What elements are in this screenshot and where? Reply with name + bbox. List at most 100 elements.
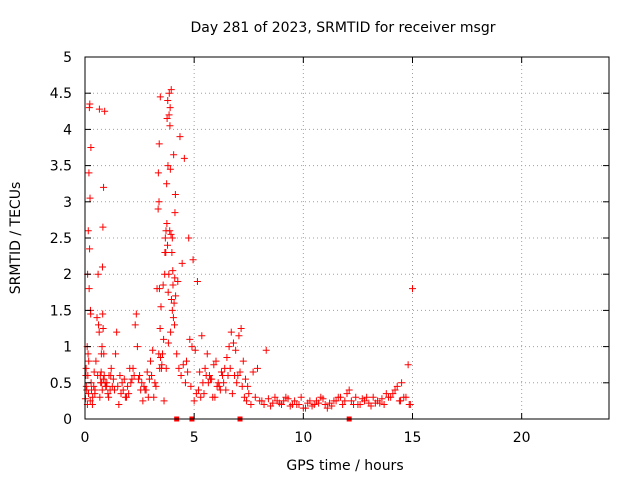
data-point bbox=[391, 386, 399, 394]
data-point bbox=[145, 375, 153, 383]
data-point bbox=[378, 395, 386, 403]
data-point bbox=[239, 357, 247, 365]
data-point bbox=[84, 390, 92, 398]
data-point bbox=[95, 321, 103, 329]
data-point bbox=[323, 404, 331, 412]
data-point bbox=[190, 397, 198, 405]
data-point bbox=[315, 399, 323, 407]
data-point bbox=[245, 390, 253, 398]
data-point bbox=[352, 393, 360, 401]
data-point bbox=[343, 390, 351, 398]
data-point bbox=[156, 325, 164, 332]
data-point bbox=[367, 402, 375, 410]
data-point bbox=[339, 401, 347, 409]
data-point bbox=[228, 390, 236, 398]
data-point bbox=[233, 379, 241, 387]
data-point bbox=[170, 151, 178, 159]
data-point bbox=[90, 382, 98, 390]
chart-title: Day 281 of 2023, SRMTID for receiver msg… bbox=[191, 20, 496, 36]
data-point bbox=[170, 299, 178, 307]
data-point bbox=[215, 382, 223, 390]
data-point bbox=[321, 401, 329, 409]
data-point bbox=[109, 375, 117, 383]
data-point bbox=[243, 397, 251, 405]
y-tick-label: 5 bbox=[63, 50, 72, 66]
data-point bbox=[127, 379, 135, 387]
data-point bbox=[193, 277, 201, 285]
data-point bbox=[396, 397, 404, 405]
y-tick-label: 3 bbox=[63, 195, 72, 211]
data-point bbox=[264, 395, 272, 403]
data-point bbox=[166, 122, 174, 130]
data-point bbox=[210, 361, 218, 369]
data-point bbox=[94, 270, 102, 278]
data-point bbox=[398, 379, 406, 387]
data-point bbox=[347, 397, 355, 405]
data-point bbox=[164, 241, 172, 249]
data-point bbox=[99, 223, 107, 231]
data-point bbox=[86, 194, 94, 202]
data-point bbox=[97, 368, 105, 376]
data-point bbox=[232, 346, 240, 354]
data-point bbox=[328, 402, 336, 410]
data-point bbox=[288, 401, 296, 409]
data-point bbox=[164, 162, 172, 170]
data-point bbox=[89, 393, 97, 401]
data-points bbox=[81, 86, 416, 412]
data-point bbox=[140, 382, 148, 390]
data-point bbox=[319, 395, 327, 403]
data-point bbox=[168, 234, 176, 242]
data-point bbox=[85, 357, 93, 365]
data-point bbox=[165, 111, 173, 119]
data-point bbox=[158, 361, 166, 369]
data-point bbox=[204, 379, 212, 387]
data-point bbox=[164, 288, 172, 296]
data-point bbox=[177, 372, 185, 380]
data-point bbox=[85, 285, 93, 293]
data-point bbox=[202, 372, 210, 380]
grid-lines bbox=[85, 57, 609, 419]
data-point bbox=[155, 198, 163, 206]
data-point bbox=[86, 245, 94, 253]
data-point bbox=[101, 107, 109, 115]
x-axis-label: GPS time / hours bbox=[286, 458, 403, 474]
data-point bbox=[174, 277, 182, 285]
data-point bbox=[291, 397, 299, 405]
data-point bbox=[163, 115, 171, 123]
data-point bbox=[224, 372, 232, 380]
data-point bbox=[168, 248, 176, 256]
data-point bbox=[229, 339, 237, 347]
data-point bbox=[262, 346, 270, 354]
data-point bbox=[138, 379, 146, 387]
y-tick-label: 0 bbox=[63, 412, 72, 428]
data-point bbox=[171, 321, 179, 329]
data-point bbox=[105, 393, 113, 401]
data-point bbox=[171, 209, 179, 217]
data-point bbox=[222, 386, 230, 394]
data-point bbox=[217, 368, 225, 376]
data-point bbox=[167, 328, 175, 336]
data-point bbox=[253, 364, 261, 372]
data-point bbox=[95, 328, 103, 336]
data-point bbox=[148, 372, 156, 380]
data-point bbox=[267, 402, 275, 410]
data-point bbox=[178, 259, 186, 267]
data-point bbox=[203, 350, 211, 358]
data-point bbox=[402, 393, 410, 401]
data-point bbox=[85, 169, 93, 177]
data-point bbox=[302, 404, 310, 412]
data-point bbox=[175, 364, 183, 372]
data-point bbox=[332, 397, 340, 405]
data-point bbox=[107, 372, 115, 380]
data-point bbox=[160, 397, 168, 405]
data-point bbox=[169, 267, 177, 275]
data-point bbox=[306, 397, 314, 405]
data-point bbox=[186, 335, 194, 343]
data-point bbox=[179, 361, 187, 369]
data-point bbox=[258, 397, 266, 405]
data-point bbox=[260, 401, 268, 409]
y-tick-label: 4.5 bbox=[50, 86, 72, 102]
data-point bbox=[161, 234, 169, 242]
data-point bbox=[237, 325, 245, 332]
